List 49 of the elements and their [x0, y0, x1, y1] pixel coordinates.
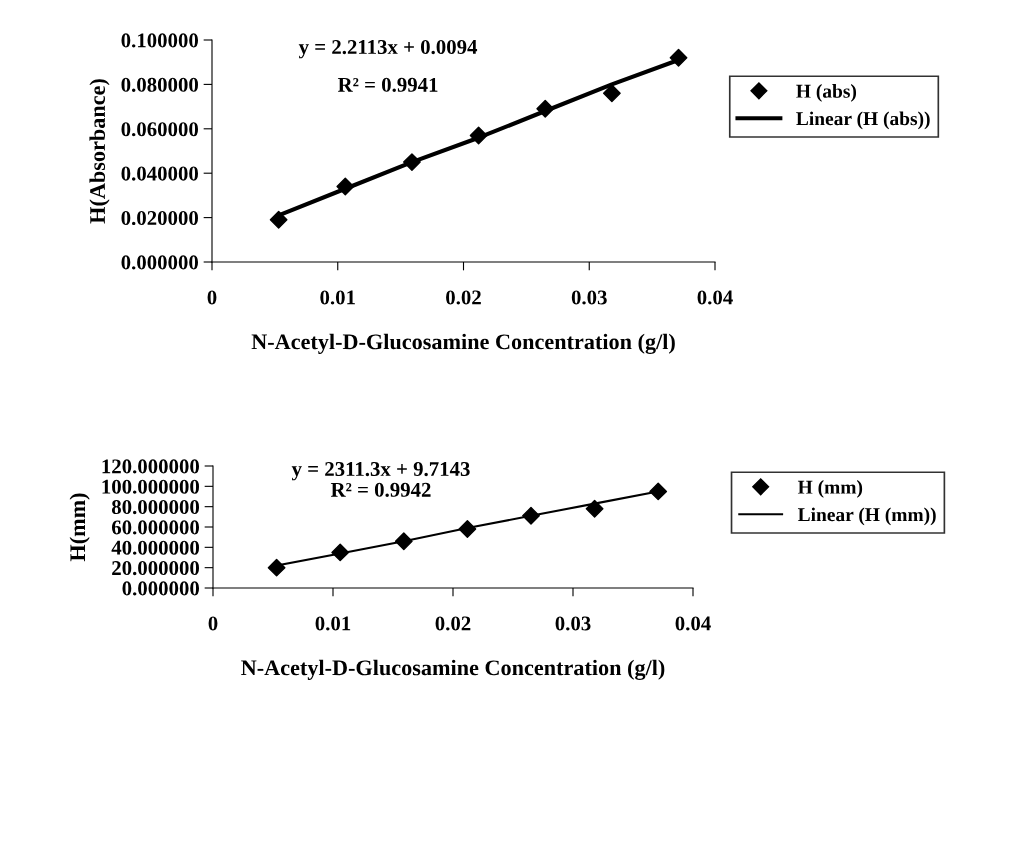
y-tick-label: 0.060000: [121, 122, 199, 137]
y-tick-label: 120.000000: [102, 459, 200, 474]
annotation: y = 2311.3x + 9.7143: [291, 462, 470, 481]
point: [649, 482, 668, 501]
point: [458, 520, 477, 538]
x-tick-label: 0.03: [555, 616, 591, 631]
y-tick-label: 0.080000: [121, 77, 199, 92]
point: [669, 48, 688, 67]
point: [602, 84, 621, 103]
y-tick-label: 0.000000: [122, 581, 200, 596]
legend-label: H (mm): [797, 480, 863, 498]
legend-label: Linear (H (abs)): [796, 111, 930, 130]
legend-label: Linear (H (mm)): [797, 507, 936, 526]
x-tick-label: 0.01: [315, 616, 351, 631]
point: [331, 543, 350, 562]
point: [585, 499, 604, 518]
annotation: R² = 0.9942: [330, 482, 431, 497]
y-tick-label: 0.020000: [121, 210, 199, 226]
x-axis-title: N-Acetyl-D-Glucosamine Concentration (g/l): [251, 333, 675, 354]
point: [536, 99, 555, 118]
point: [403, 153, 421, 172]
x-tick-label: 0.01: [320, 290, 355, 305]
x-tick-label: 0: [207, 290, 217, 305]
annotation: y = 2.2113x + 0.0094: [298, 39, 478, 59]
y-axis-title: H(mm): [69, 493, 90, 562]
point: [336, 177, 355, 196]
point: [469, 126, 488, 145]
x-tick-label: 0.03: [571, 290, 607, 305]
y-tick-label: 0.000000: [121, 255, 199, 270]
point: [269, 210, 288, 229]
y-tick-label: 40.000000: [111, 540, 200, 555]
x-tick-label: 0: [208, 616, 218, 631]
y-tick-label: 20.000000: [112, 561, 200, 576]
y-axis-title: H(Absorbance): [89, 79, 110, 224]
point: [267, 558, 286, 577]
y-tick-label: 60.000000: [111, 520, 200, 535]
legend-label: H (abs): [796, 84, 857, 102]
annotation: R² = 0.9941: [337, 77, 438, 92]
x-tick-label: 0.02: [446, 290, 481, 305]
point: [522, 506, 540, 525]
x-tick-label: 0.04: [697, 290, 733, 305]
x-tick-label: 0.02: [435, 616, 471, 631]
y-tick-label: 0.040000: [121, 166, 199, 181]
x-tick-label: 0.04: [675, 616, 711, 631]
point: [394, 532, 413, 551]
x-axis-title: N-Acetyl-D-Glucosamine Concentration (g/l): [241, 659, 665, 680]
y-tick-label: 80.000000: [111, 500, 200, 515]
y-tick-label: 0.100000: [121, 33, 199, 48]
y-tick-label: 100.000000: [102, 479, 200, 494]
